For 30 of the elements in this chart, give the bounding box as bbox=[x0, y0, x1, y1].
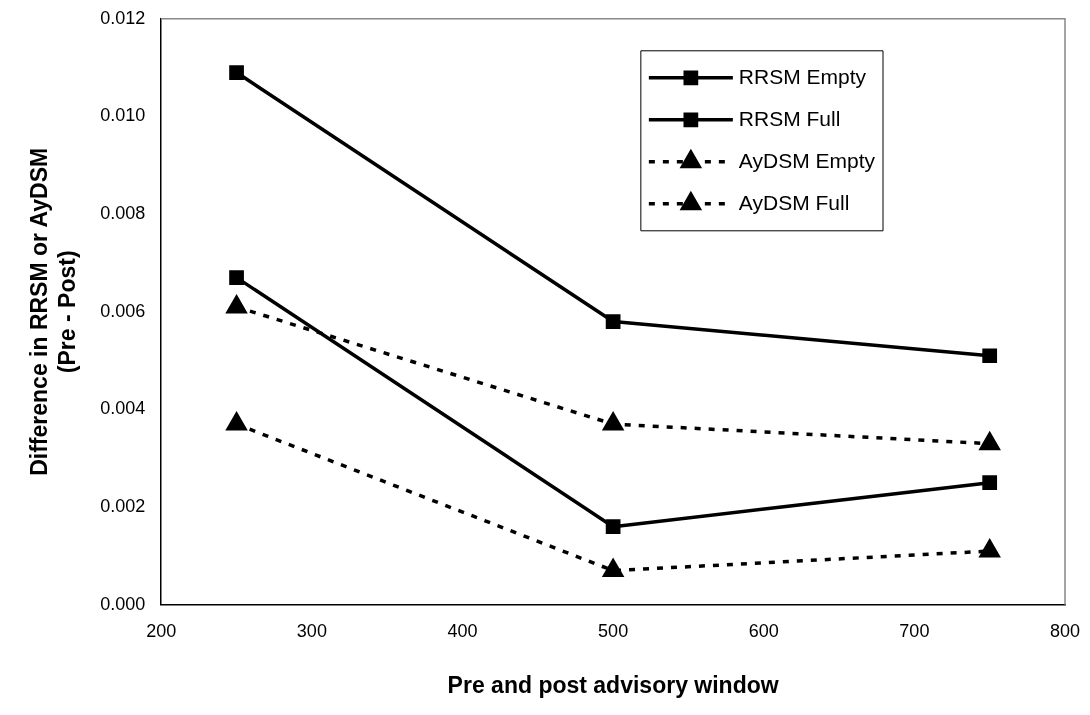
y-tick-label: 0.010 bbox=[100, 105, 146, 126]
x-tick-label: 700 bbox=[899, 620, 930, 641]
point bbox=[982, 348, 998, 364]
point bbox=[226, 412, 248, 431]
x-tick-label: 500 bbox=[598, 620, 629, 641]
x-tick-label: 400 bbox=[447, 620, 478, 641]
y-tick-label: 0.006 bbox=[100, 300, 146, 321]
x-tick-label: 600 bbox=[748, 620, 779, 641]
legend-label: RRSM Full bbox=[738, 106, 841, 130]
point bbox=[229, 270, 244, 285]
y-axis-title: Difference in RRSM or AyDSM (Pre - Post) bbox=[26, 147, 80, 476]
y-tick-label: 0.000 bbox=[100, 593, 146, 614]
legend-label: RRSM Empty bbox=[738, 64, 867, 88]
y-tick-label: 0.008 bbox=[100, 203, 146, 224]
point bbox=[979, 539, 1001, 558]
point bbox=[979, 431, 1001, 451]
y-tick-label: 0.004 bbox=[100, 398, 146, 419]
x-axis-title: Pre and post advisory window bbox=[447, 671, 779, 698]
point bbox=[229, 65, 244, 80]
y-tick-label: 0.002 bbox=[100, 496, 146, 517]
point bbox=[605, 314, 621, 329]
x-tick-label: 800 bbox=[1049, 620, 1081, 641]
point bbox=[602, 558, 624, 578]
point bbox=[226, 294, 248, 314]
x-tick-label: 200 bbox=[146, 620, 177, 641]
point bbox=[602, 412, 624, 431]
x-tick-label: 300 bbox=[296, 620, 327, 641]
y-tick-label: 0.012 bbox=[100, 7, 146, 28]
legend-label: AyDSM Empty bbox=[738, 148, 876, 172]
legend-label: AyDSM Full bbox=[738, 190, 850, 214]
